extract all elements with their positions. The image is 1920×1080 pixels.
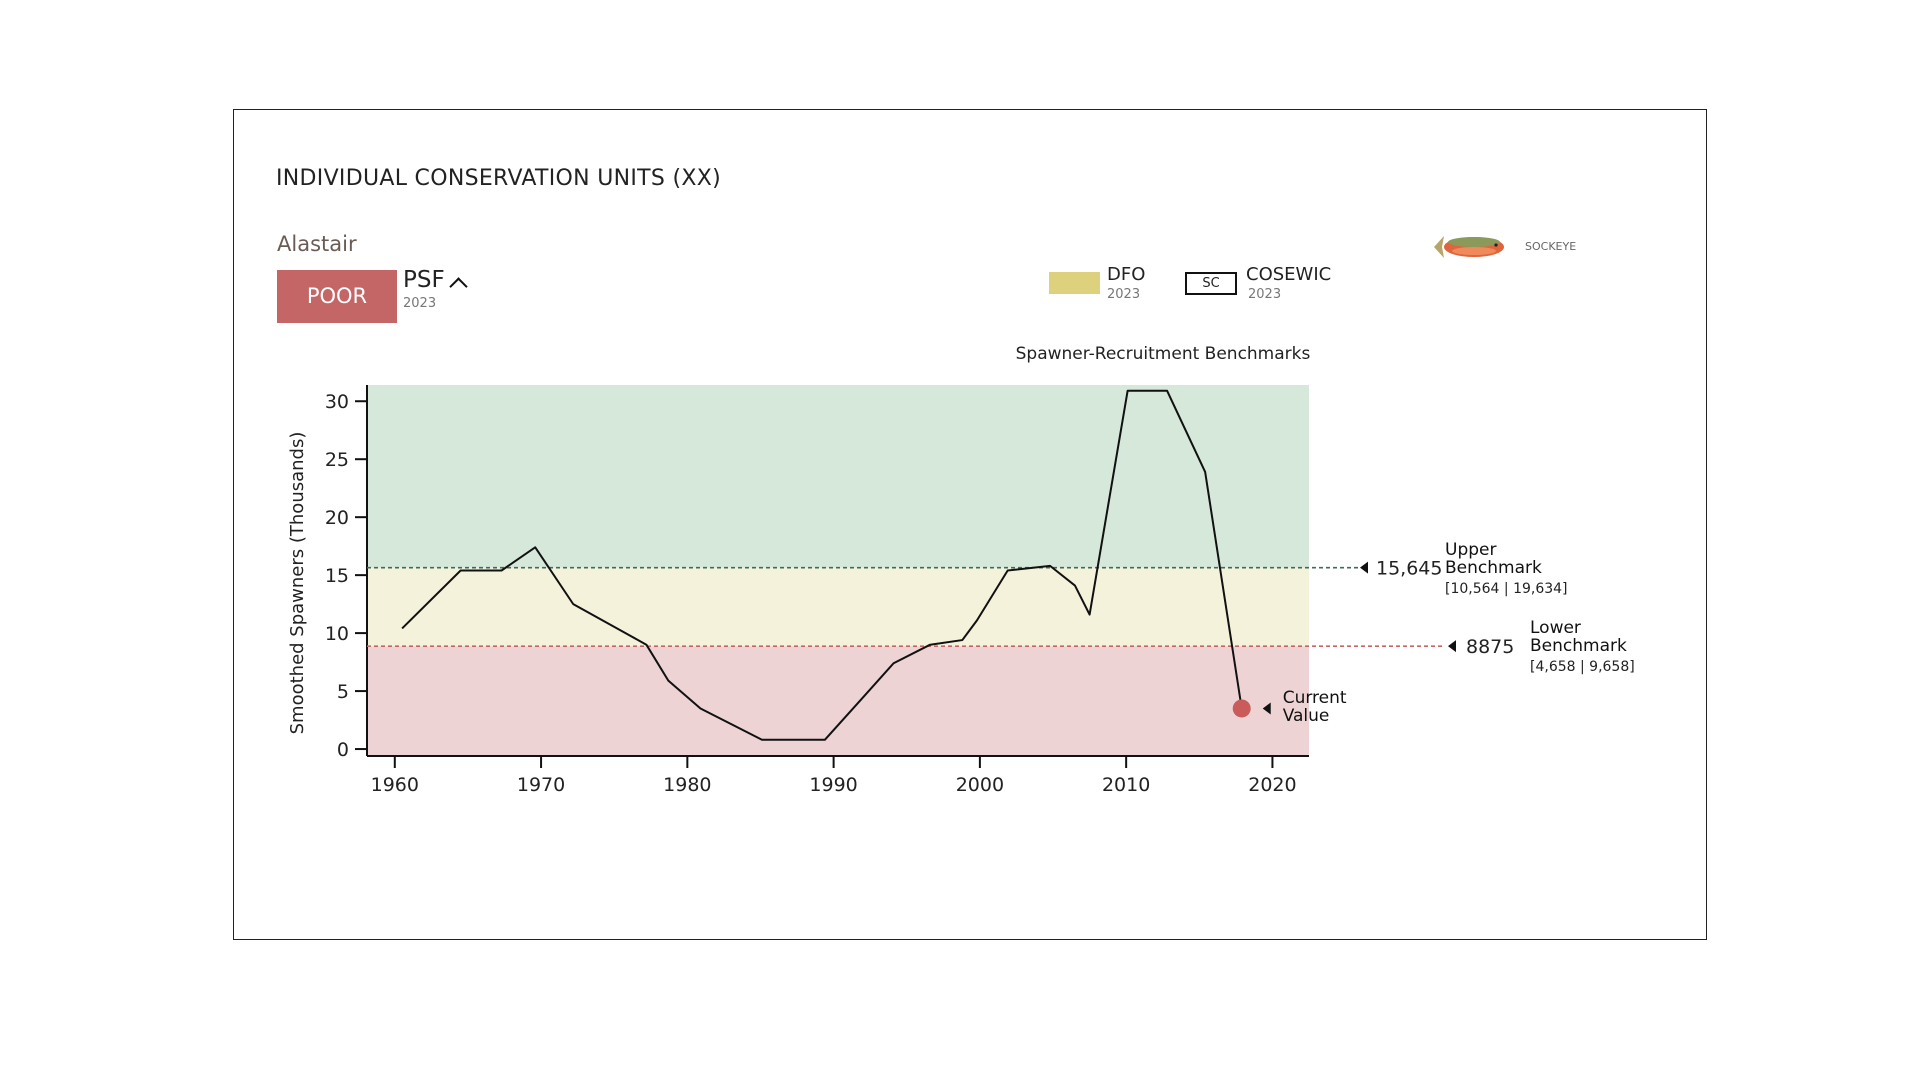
- x-tick-label: 2020: [1248, 774, 1296, 796]
- benchmark-arrow: [1360, 561, 1368, 574]
- y-tick-label: 10: [325, 623, 349, 645]
- x-tick-label: 1970: [517, 774, 565, 796]
- series-line: [401, 389, 1243, 741]
- benchmark-arrow: [1448, 640, 1456, 653]
- y-tick-label: 15: [325, 565, 349, 587]
- x-tick-label: 1980: [663, 774, 711, 796]
- legend-badge: SC: [1185, 272, 1237, 295]
- legend-swatch: [1049, 272, 1100, 294]
- y-tick-label: 30: [325, 391, 349, 413]
- current-arrow: [1262, 702, 1271, 715]
- status-badge: POOR: [277, 270, 397, 323]
- legend-label: COSEWIC: [1246, 264, 1332, 285]
- benchmark-name: Lower Benchmark: [1530, 618, 1627, 657]
- benchmark-range: [4,658 | 9,658]: [1530, 659, 1635, 676]
- y-tick-label: 20: [325, 507, 349, 529]
- source-year: 2023: [403, 296, 437, 311]
- zone: [367, 646, 1309, 756]
- unit-name: Alastair: [277, 232, 357, 256]
- benchmark-value: 15,645: [1376, 558, 1442, 580]
- card: [233, 109, 1707, 940]
- page-title: INDIVIDUAL CONSERVATION UNITS (XX): [276, 166, 721, 191]
- benchmark-name: Upper Benchmark: [1445, 539, 1542, 578]
- benchmark-value: 8875: [1466, 636, 1514, 658]
- legend-year: 2023: [1248, 287, 1282, 302]
- x-tick-label: 2000: [956, 774, 1004, 796]
- species-icon: [1434, 236, 1504, 258]
- zone: [367, 385, 1309, 568]
- legend-year: 2023: [1107, 287, 1141, 302]
- legend-label: DFO: [1107, 264, 1146, 285]
- y-axis-label: Smoothed Spawners (Thousands): [287, 432, 308, 735]
- y-tick-label: 25: [325, 449, 349, 471]
- source: PSF: [403, 267, 445, 293]
- benchmark-range: [10,564 | 19,634]: [1445, 580, 1568, 597]
- y-tick-label: 5: [337, 681, 349, 703]
- zone: [367, 567, 1309, 647]
- x-tick-label: 1990: [809, 774, 857, 796]
- species-label: SOCKEYE: [1525, 240, 1577, 253]
- current-value-dot: [1232, 699, 1251, 718]
- y-tick-label: 0: [337, 739, 349, 761]
- chart-title: Spawner-Recruitment Benchmarks: [1016, 344, 1311, 364]
- x-tick-label: 2010: [1102, 774, 1150, 796]
- x-tick-label: 1960: [371, 774, 419, 796]
- current-value-label: Current Value: [1282, 688, 1347, 727]
